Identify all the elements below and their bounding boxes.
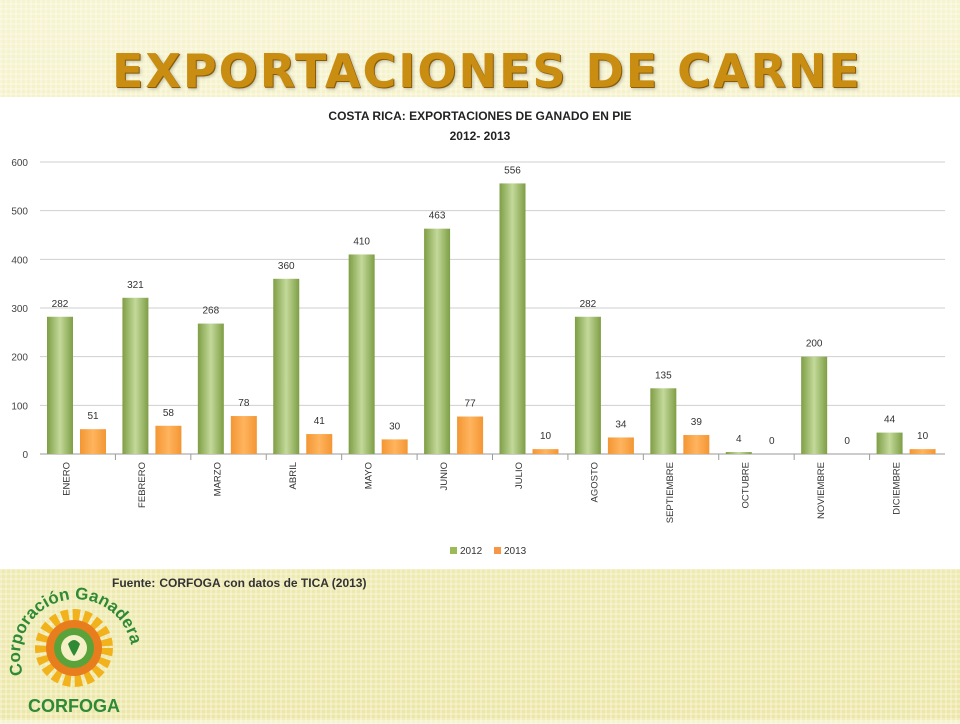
- x-axis-ticks: ENERO FEBRERO MARZO ABRIL MAYO JUNIO JULIO AGOS…: [62, 454, 902, 523]
- source-text: CORFOGA con datos de TICA (2013): [159, 576, 367, 590]
- data-label: 556: [504, 165, 521, 176]
- bar-2012-marzo: [197, 323, 224, 454]
- bar-2012-enero: [47, 316, 73, 454]
- x-tick-label: JUNIO: [439, 462, 450, 491]
- legend-swatch: [494, 547, 501, 554]
- data-label: 268: [202, 306, 219, 317]
- bar-2012-noviembre: [801, 356, 828, 454]
- slide-title: EXPORTACIONES DE CARNE: [112, 44, 862, 98]
- data-label: 200: [806, 339, 823, 350]
- bar-2012-julio: [499, 183, 526, 454]
- bar-2013-diciembre: [909, 449, 936, 454]
- chart-panel: COSTA RICA: EXPORTACIONES DE GANADO EN P…: [0, 97, 960, 569]
- data-label: 360: [278, 261, 295, 272]
- data-label: 0: [769, 436, 775, 447]
- x-tick-label: DICIEMBRE: [891, 462, 902, 515]
- y-tick-label: 200: [11, 353, 28, 364]
- data-label: 51: [87, 411, 99, 422]
- source-label: Fuente:: [112, 576, 156, 590]
- y-tick-label: 100: [11, 401, 28, 412]
- x-tick-label: JULIO: [514, 462, 525, 489]
- chart-title: COSTA RICA: EXPORTACIONES DE GANADO EN P…: [328, 109, 632, 123]
- y-tick-label: 300: [11, 304, 28, 315]
- bars: [47, 183, 936, 454]
- bar-2012-febrero: [122, 297, 149, 454]
- data-label: 0: [844, 436, 850, 447]
- x-tick-label: SEPTIEMBRE: [665, 462, 676, 523]
- bar-2013-junio: [457, 416, 484, 454]
- bar-2012-abril: [273, 278, 300, 454]
- bar-2012-mayo: [348, 254, 375, 454]
- x-tick-label: MARZO: [213, 462, 224, 496]
- bar-2013-julio: [532, 449, 559, 454]
- y-axis-ticks: 0 100 200 300 400 500 600: [11, 158, 28, 461]
- y-tick-label: 600: [11, 158, 28, 169]
- data-label: 282: [580, 299, 597, 310]
- source-line: Fuente: CORFOGA con datos de TICA (2013): [112, 576, 366, 590]
- logo-bottom-text: CORFOGA: [28, 696, 120, 716]
- bar-2012-septiembre: [650, 388, 677, 454]
- x-tick-label: MAYO: [363, 462, 374, 489]
- bar-2012-diciembre: [876, 432, 903, 454]
- x-tick-label: OCTUBRE: [740, 462, 751, 508]
- data-label: 34: [615, 419, 627, 430]
- data-label: 135: [655, 370, 672, 381]
- data-label: 321: [127, 280, 144, 291]
- data-labels: 2825132158268783604141030463775561028234…: [52, 165, 929, 447]
- x-tick-label: FEBRERO: [137, 462, 148, 508]
- legend-label: 2012: [460, 546, 483, 557]
- data-label: 463: [429, 211, 446, 222]
- data-label: 58: [163, 408, 175, 419]
- data-label: 41: [314, 416, 326, 427]
- legend-label: 2013: [504, 546, 527, 557]
- bar-2013-mayo: [381, 439, 408, 454]
- data-label: 10: [540, 431, 552, 442]
- x-tick-label: AGOSTO: [590, 462, 601, 502]
- bar-2012-junio: [424, 228, 451, 454]
- data-label: 30: [389, 421, 401, 432]
- bar-2013-enero: [80, 429, 106, 454]
- chart-subtitle: 2012- 2013: [449, 129, 511, 143]
- data-label: 4: [736, 434, 742, 445]
- data-label: 282: [52, 299, 69, 310]
- y-tick-label: 400: [11, 255, 28, 266]
- bar-2012-octubre: [725, 452, 752, 454]
- data-label: 39: [691, 417, 703, 428]
- bar-2013-agosto: [607, 437, 634, 454]
- bar-2013-marzo: [230, 416, 257, 454]
- data-label: 77: [465, 399, 477, 410]
- legend-swatch: [450, 547, 457, 554]
- y-tick-label: 500: [11, 207, 28, 218]
- bar-2013-febrero: [155, 425, 182, 454]
- bar-2013-abril: [306, 434, 333, 454]
- x-tick-label: ENERO: [62, 462, 73, 496]
- bar-2013-septiembre: [683, 435, 710, 454]
- data-label: 78: [238, 398, 250, 409]
- corfoga-logo: Corporación Ganadera CORFOGA: [0, 572, 148, 720]
- x-tick-label: NOVIEMBRE: [816, 462, 827, 519]
- data-label: 410: [353, 236, 370, 247]
- data-label: 10: [917, 431, 929, 442]
- data-label: 44: [884, 415, 896, 426]
- y-tick-label: 0: [22, 450, 28, 461]
- x-tick-label: ABRIL: [288, 462, 299, 489]
- bar-2012-agosto: [574, 316, 601, 454]
- legend: 2012 2013: [450, 546, 527, 557]
